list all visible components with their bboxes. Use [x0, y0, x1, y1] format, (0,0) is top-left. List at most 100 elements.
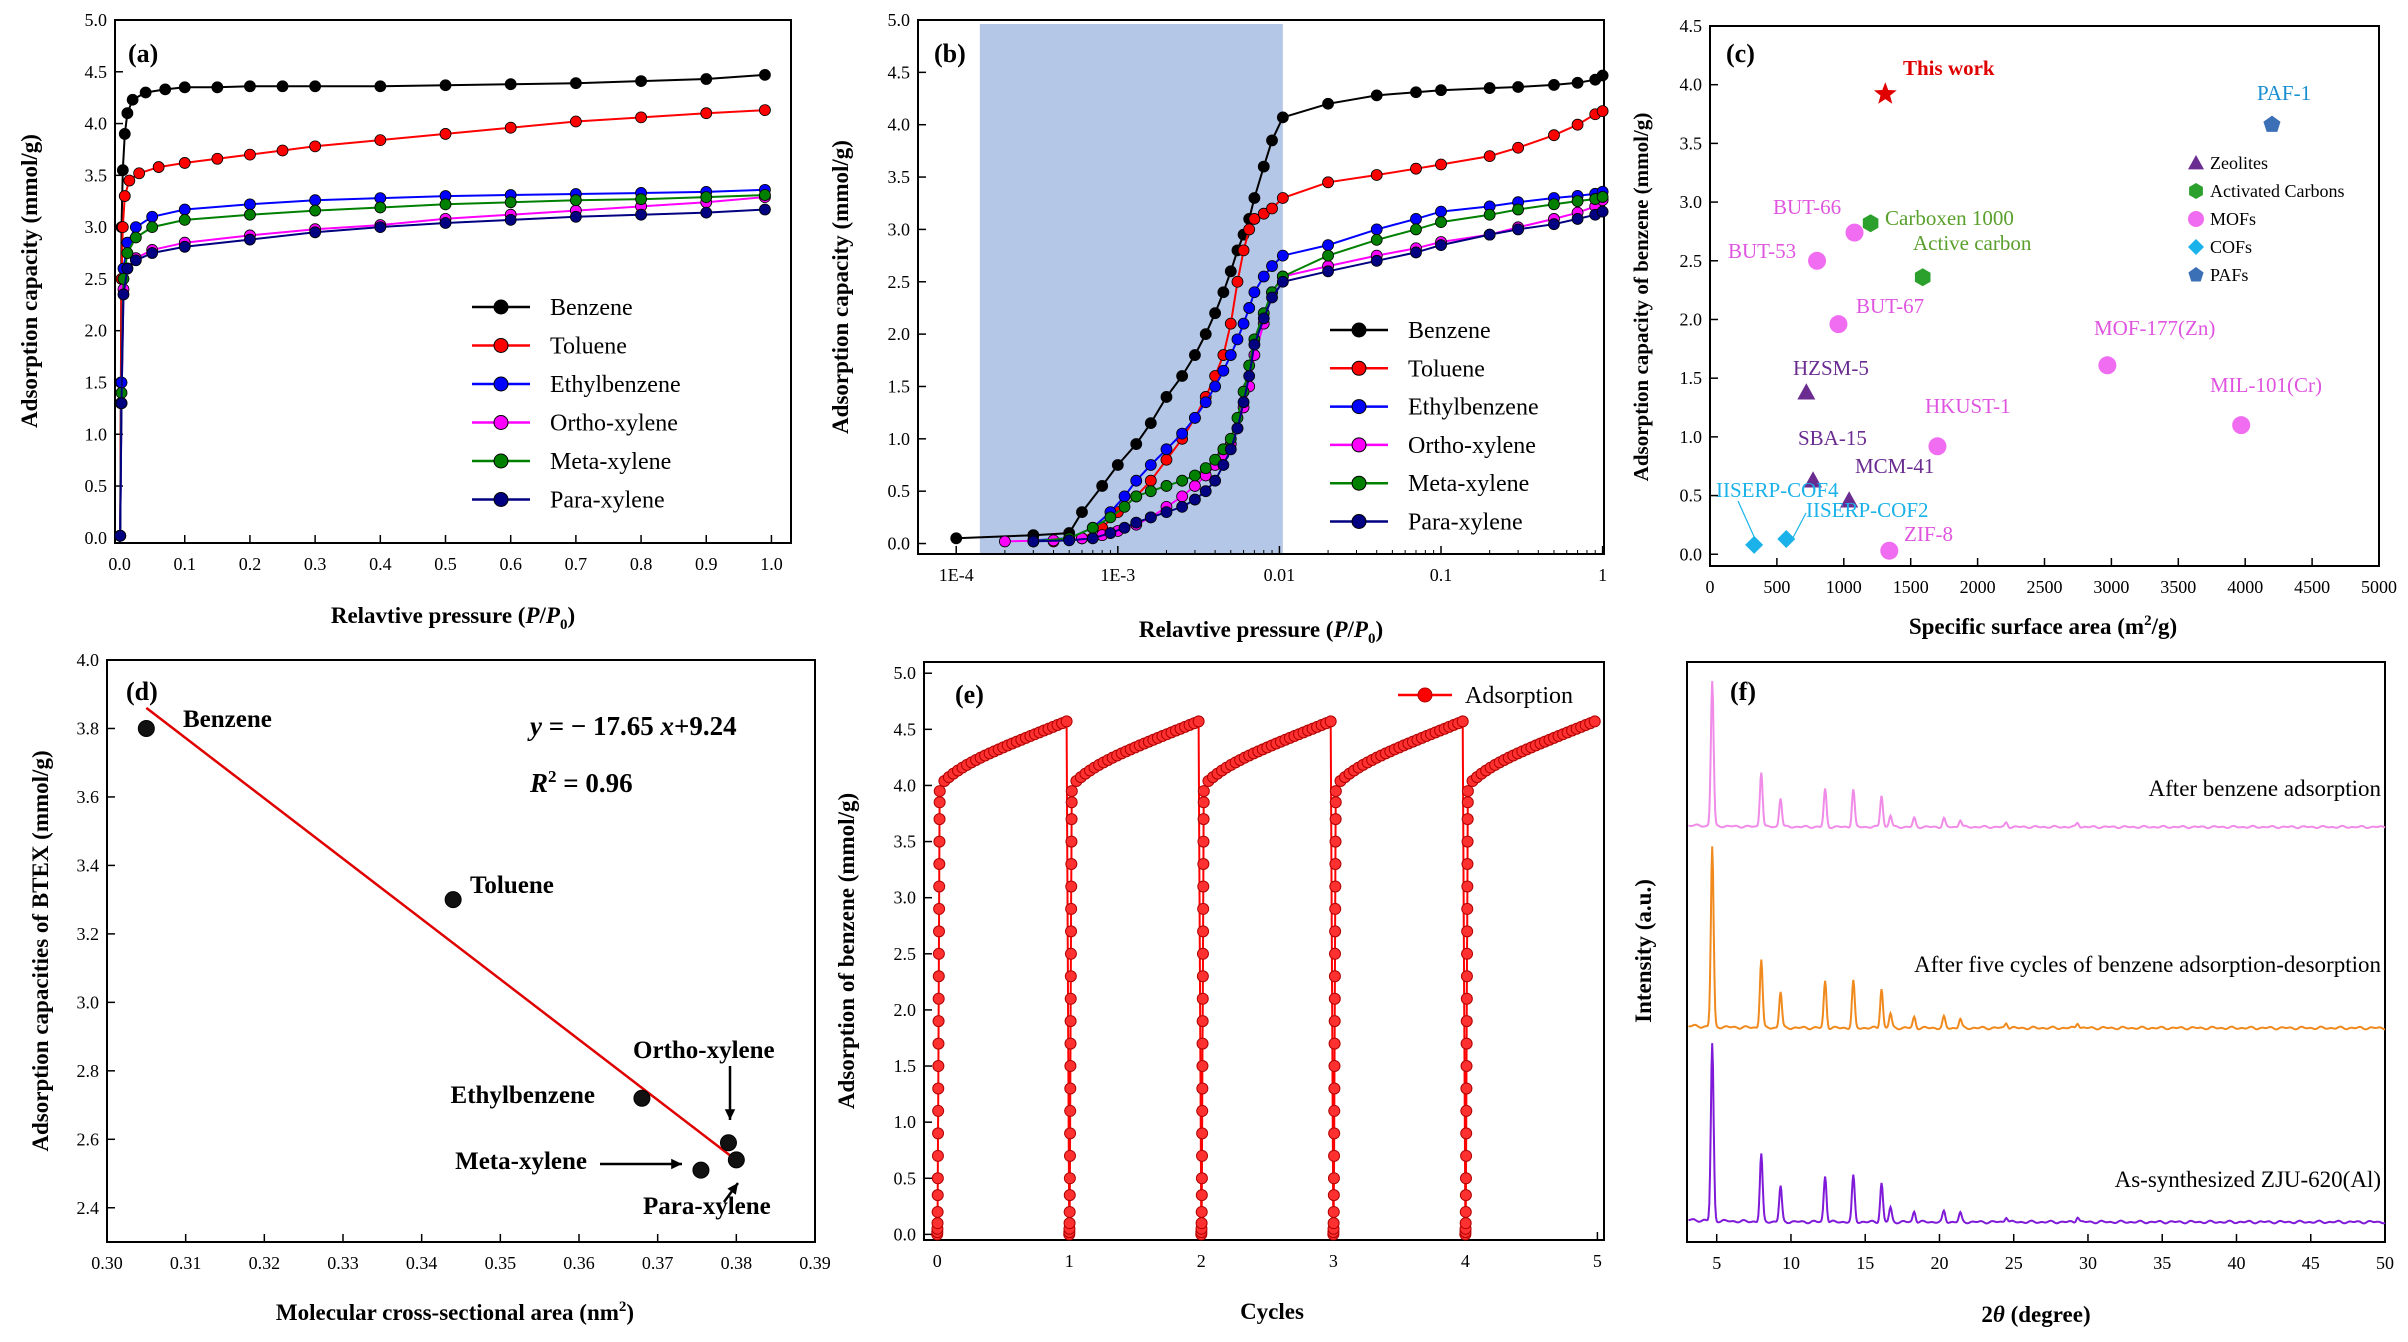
series-toluene-point — [1144, 474, 1157, 487]
panel-e-frame — [923, 661, 1605, 1241]
panel-d-letter: (d) — [126, 677, 158, 706]
series-toluene-point — [1322, 176, 1334, 189]
series-adsorption-point — [1459, 1217, 1472, 1230]
data-point — [137, 719, 155, 737]
series-benzene-point — [211, 81, 224, 94]
point-label: BUT-66 — [1773, 195, 1841, 219]
series-adsorption-point — [1327, 1189, 1340, 1202]
panel-f-frame — [1686, 661, 2386, 1243]
series-benzene-point — [159, 83, 172, 96]
series-adsorption-point — [1065, 902, 1078, 915]
y-tick-label: 4.0 — [894, 775, 917, 795]
series-benzene-point — [121, 107, 134, 120]
marker-hexagon — [1914, 268, 1931, 287]
series-toluene-point — [1435, 158, 1447, 171]
series-adsorption-point — [1063, 1217, 1076, 1230]
series-para-xylene-point — [1243, 370, 1256, 382]
series-ethylbenzene-point — [1435, 205, 1447, 218]
series-ethylbenzene-point — [1257, 270, 1270, 283]
series-adsorption-point — [932, 1104, 945, 1117]
x-tick-label: 0.8 — [630, 554, 653, 574]
legend-marker — [1417, 687, 1433, 703]
series-toluene-point — [1243, 223, 1256, 236]
series-meta-xylene-point — [1243, 359, 1256, 372]
marker-hexagon — [1862, 214, 1879, 233]
series-adsorption-point — [1060, 715, 1073, 728]
marker-triangle — [1797, 383, 1816, 400]
series-meta-xylene-point — [309, 204, 322, 217]
series-adsorption-point — [1461, 925, 1474, 938]
series-adsorption-point — [933, 880, 946, 893]
series-adsorption-point — [1065, 880, 1078, 893]
series-adsorption-point — [1195, 1205, 1208, 1218]
marker-circle — [2098, 356, 2117, 375]
series-para-xylene-point — [1144, 511, 1157, 524]
x-tick-label: 0.1 — [174, 554, 197, 574]
series-meta-xylene-point — [1130, 490, 1143, 503]
x-tick-label: 50 — [2376, 1253, 2394, 1273]
series-adsorption-point — [933, 796, 946, 809]
series-toluene-point — [635, 111, 647, 124]
series-ethylbenzene-point — [1276, 249, 1289, 262]
series-para-xylene-point — [1160, 506, 1173, 519]
series-benzene-point — [1322, 97, 1334, 110]
series-benzene-point — [439, 79, 452, 92]
series-para-xylene-point — [374, 221, 387, 234]
x-tick-label: 0.33 — [327, 1253, 359, 1273]
series-meta-xylene-point — [1199, 462, 1212, 475]
marker-circle — [1880, 541, 1899, 560]
point-label: HZSM-5 — [1793, 356, 1869, 380]
series-adsorption-point — [1328, 970, 1341, 983]
series-para-xylene-point — [1370, 254, 1383, 267]
x-tick-label: 1 — [1598, 565, 1607, 585]
series-adsorption-point — [1064, 1127, 1077, 1140]
panel-f-label-mid: After five cycles of benzene adsorption-… — [1914, 952, 2381, 977]
series-meta-xylene-point — [1322, 249, 1334, 262]
series-adsorption-point — [1064, 1104, 1077, 1117]
data-point — [444, 891, 462, 909]
panel-f-series — [1688, 681, 2386, 1225]
panel-c-xlabel: Specific surface area (m2/g) — [1909, 613, 2177, 639]
series-adsorption-point — [1197, 858, 1210, 871]
point-label: Benzene — [183, 706, 272, 733]
legend-label: Ethylbenzene — [550, 372, 681, 398]
series-adsorption-point — [1329, 796, 1342, 809]
series-adsorption-point — [1064, 1037, 1077, 1050]
y-tick-label: 2.5 — [1680, 251, 1703, 271]
y-tick-label: 1.5 — [85, 372, 108, 392]
panel-b-frame — [917, 19, 1605, 555]
panel-e: 0 1 2 3 4 50.00.51.01.52.02.53.03.54.04.55.0 … — [834, 661, 1605, 1324]
series-toluene-point — [1276, 192, 1289, 204]
series-para-xylene-point — [1322, 265, 1334, 278]
series-benzene-point — [244, 80, 256, 93]
xrd-pattern-0 — [1688, 681, 2386, 830]
y-tick-label: 4.0 — [77, 650, 100, 670]
series-adsorption-point — [1196, 1060, 1209, 1073]
series-benzene-point — [1224, 265, 1237, 278]
x-tick-label: 500 — [1763, 577, 1790, 597]
series-adsorption-point — [1460, 1082, 1473, 1095]
series-para-xylene-point — [635, 208, 647, 221]
marker-circle — [1928, 437, 1947, 456]
series-benzene-point — [1144, 417, 1157, 430]
series-benzene-point — [1512, 81, 1525, 93]
series-adsorption-point — [1196, 1127, 1209, 1140]
series-ethylbenzene-point — [1217, 364, 1230, 377]
series-adsorption-point — [1461, 902, 1474, 915]
x-tick-label: 35 — [2153, 1253, 2171, 1273]
panel-a-letter: (a) — [128, 39, 158, 68]
x-tick-label: 0.35 — [485, 1253, 517, 1273]
series-toluene-point — [1266, 202, 1278, 215]
y-tick-label: 0.0 — [85, 528, 108, 548]
panel-b-ticks: 1E-4 1E-3 0.01 0.1 1 0.0 0.5 1.0 1.5 2.0 2.5 3.0 3.5… — [888, 10, 1608, 585]
series-benzene-point — [1548, 79, 1560, 91]
series-toluene-point — [152, 161, 165, 173]
series-benzene-point — [950, 532, 963, 545]
series-adsorption-point — [1196, 992, 1209, 1005]
series-adsorption-point — [933, 858, 946, 871]
series-adsorption-point — [932, 947, 945, 960]
series-ethylbenzene-point — [178, 203, 191, 216]
series-adsorption-point — [933, 785, 946, 798]
point-label: Meta-xylene — [455, 1148, 587, 1175]
panel-a-ylabel: Adsorption capacity (mmol/g) — [17, 134, 42, 428]
